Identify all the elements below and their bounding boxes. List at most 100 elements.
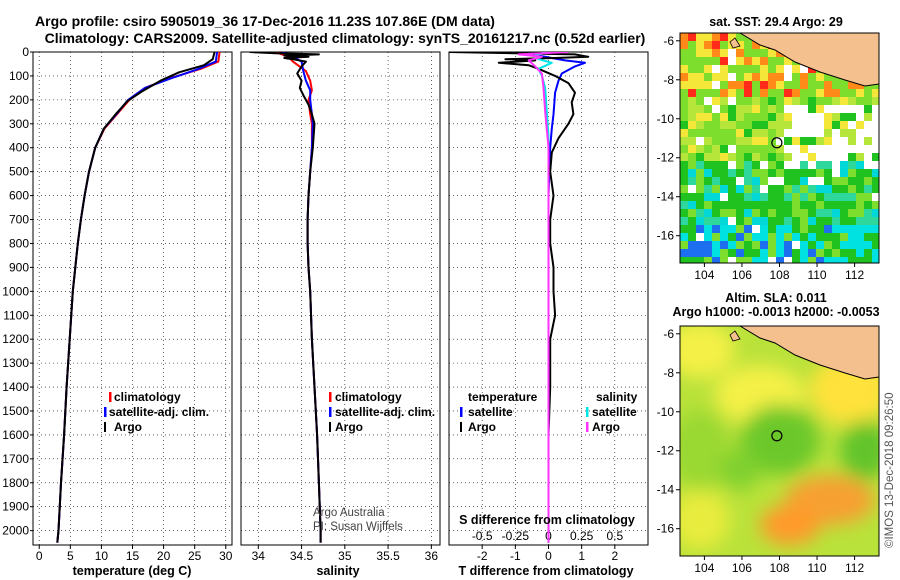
sst-map-title: sat. SST: 29.4 Argo: 29	[709, 15, 843, 29]
sst-pixel	[720, 89, 728, 97]
x-tick-label: 34.5	[290, 549, 314, 563]
sst-pixel	[680, 217, 688, 225]
sst-pixel	[792, 185, 800, 193]
sst-pixel	[768, 225, 776, 233]
sst-pixel	[768, 233, 776, 241]
salinity-frame	[240, 51, 441, 546]
sst-pixel	[688, 153, 696, 161]
sst-pixel	[736, 97, 744, 105]
sst-pixel	[720, 241, 728, 249]
sla-map-title: Altim. SLA: 0.011	[725, 291, 826, 305]
map-y-tick-label: -12	[657, 151, 675, 165]
map-y-tick-label: -14	[657, 483, 675, 497]
sst-pixel	[744, 225, 752, 233]
sst-pixel	[712, 201, 720, 209]
sst-pixel	[832, 241, 840, 249]
sst-pixel	[776, 249, 784, 257]
sst-pixel	[840, 113, 848, 121]
sst-pixel	[832, 193, 840, 201]
sst-pixel	[712, 57, 720, 65]
sst-pixel	[768, 217, 776, 225]
sst-pixel	[736, 249, 744, 257]
sst-pixel	[768, 185, 776, 193]
sst-pixel	[872, 177, 879, 185]
sst-pixel	[784, 209, 792, 217]
sst-pixel	[704, 145, 712, 153]
sst-pixel	[744, 217, 752, 225]
sst-pixel	[872, 97, 879, 105]
sst-pixel	[776, 89, 784, 97]
sst-pixel	[680, 185, 688, 193]
sst-pixel	[752, 89, 760, 97]
sst-pixel	[688, 73, 696, 81]
sst-pixel	[688, 41, 696, 49]
sst-pixel	[784, 193, 792, 201]
sst-pixel	[712, 225, 720, 233]
sst-pixel	[712, 193, 720, 201]
sst-pixel	[768, 145, 776, 153]
sst-pixel	[712, 233, 720, 241]
sst-pixel	[752, 105, 760, 113]
sst-pixel	[704, 169, 712, 177]
sst-pixel	[688, 81, 696, 89]
temperature-panel: 0100200300400500600700800900100011001200…	[2, 45, 232, 578]
sst-pixel	[712, 241, 720, 249]
sst-pixel	[736, 209, 744, 217]
sst-pixel	[696, 129, 704, 137]
difference-x-ticks: -2 -1 0 1 2	[477, 545, 618, 563]
sst-pixel	[736, 73, 744, 81]
sst-pixel	[760, 217, 768, 225]
sst-pixel	[720, 57, 728, 65]
x-tick-label: 35.5	[376, 549, 400, 563]
sst-pixel	[808, 217, 816, 225]
sst-pixel	[808, 209, 816, 217]
sst-pixel	[864, 209, 872, 217]
sst-pixel	[696, 49, 704, 57]
sst-pixel	[816, 97, 824, 105]
sst-pixel	[760, 137, 768, 145]
sst-pixel	[728, 201, 736, 209]
salinity-lines	[249, 52, 322, 543]
sst-pixel	[840, 169, 848, 177]
sst-pixel	[752, 65, 760, 73]
sst-pixel	[808, 169, 816, 177]
sst-pixel	[744, 145, 752, 153]
sst-pixel	[800, 137, 808, 145]
sst-pixel	[808, 233, 816, 241]
sst-pixel	[840, 193, 848, 201]
sst-pixel	[760, 89, 768, 97]
sst-pixel	[744, 121, 752, 129]
sst-pixel	[736, 169, 744, 177]
legend-label-satellite: satellite-adj. clim.	[335, 405, 435, 419]
sst-pixel	[824, 193, 832, 201]
sst-pixel	[784, 153, 792, 161]
sst-pixel	[776, 97, 784, 105]
sst-pixel	[720, 217, 728, 225]
sst-pixel	[840, 89, 848, 97]
sst-pixel	[848, 185, 856, 193]
sst-pixel	[816, 217, 824, 225]
sst-pixel	[832, 201, 840, 209]
sst-pixel	[752, 153, 760, 161]
sst-pixel	[736, 233, 744, 241]
sst-pixel	[720, 233, 728, 241]
sst-pixel	[760, 225, 768, 233]
sst-pixel	[760, 257, 768, 263]
sst-pixel	[784, 169, 792, 177]
sst-pixel	[800, 193, 808, 201]
sst-pixel	[712, 33, 720, 41]
sst-pixel	[808, 185, 816, 193]
sst-pixel	[688, 241, 696, 249]
sst-pixel	[872, 217, 879, 225]
sst-pixel	[704, 33, 712, 41]
x-tick-label: 30	[219, 549, 233, 563]
sst-pixel	[816, 241, 824, 249]
sst-pixel	[688, 161, 696, 169]
sst-pixel	[712, 89, 720, 97]
sst-pixel	[856, 185, 864, 193]
sst-pixel	[784, 97, 792, 105]
sst-pixel	[832, 249, 840, 257]
imos-credit: ©IMOS 13-Dec-2018 09:26:50	[884, 392, 896, 548]
sst-pixel	[736, 257, 744, 263]
